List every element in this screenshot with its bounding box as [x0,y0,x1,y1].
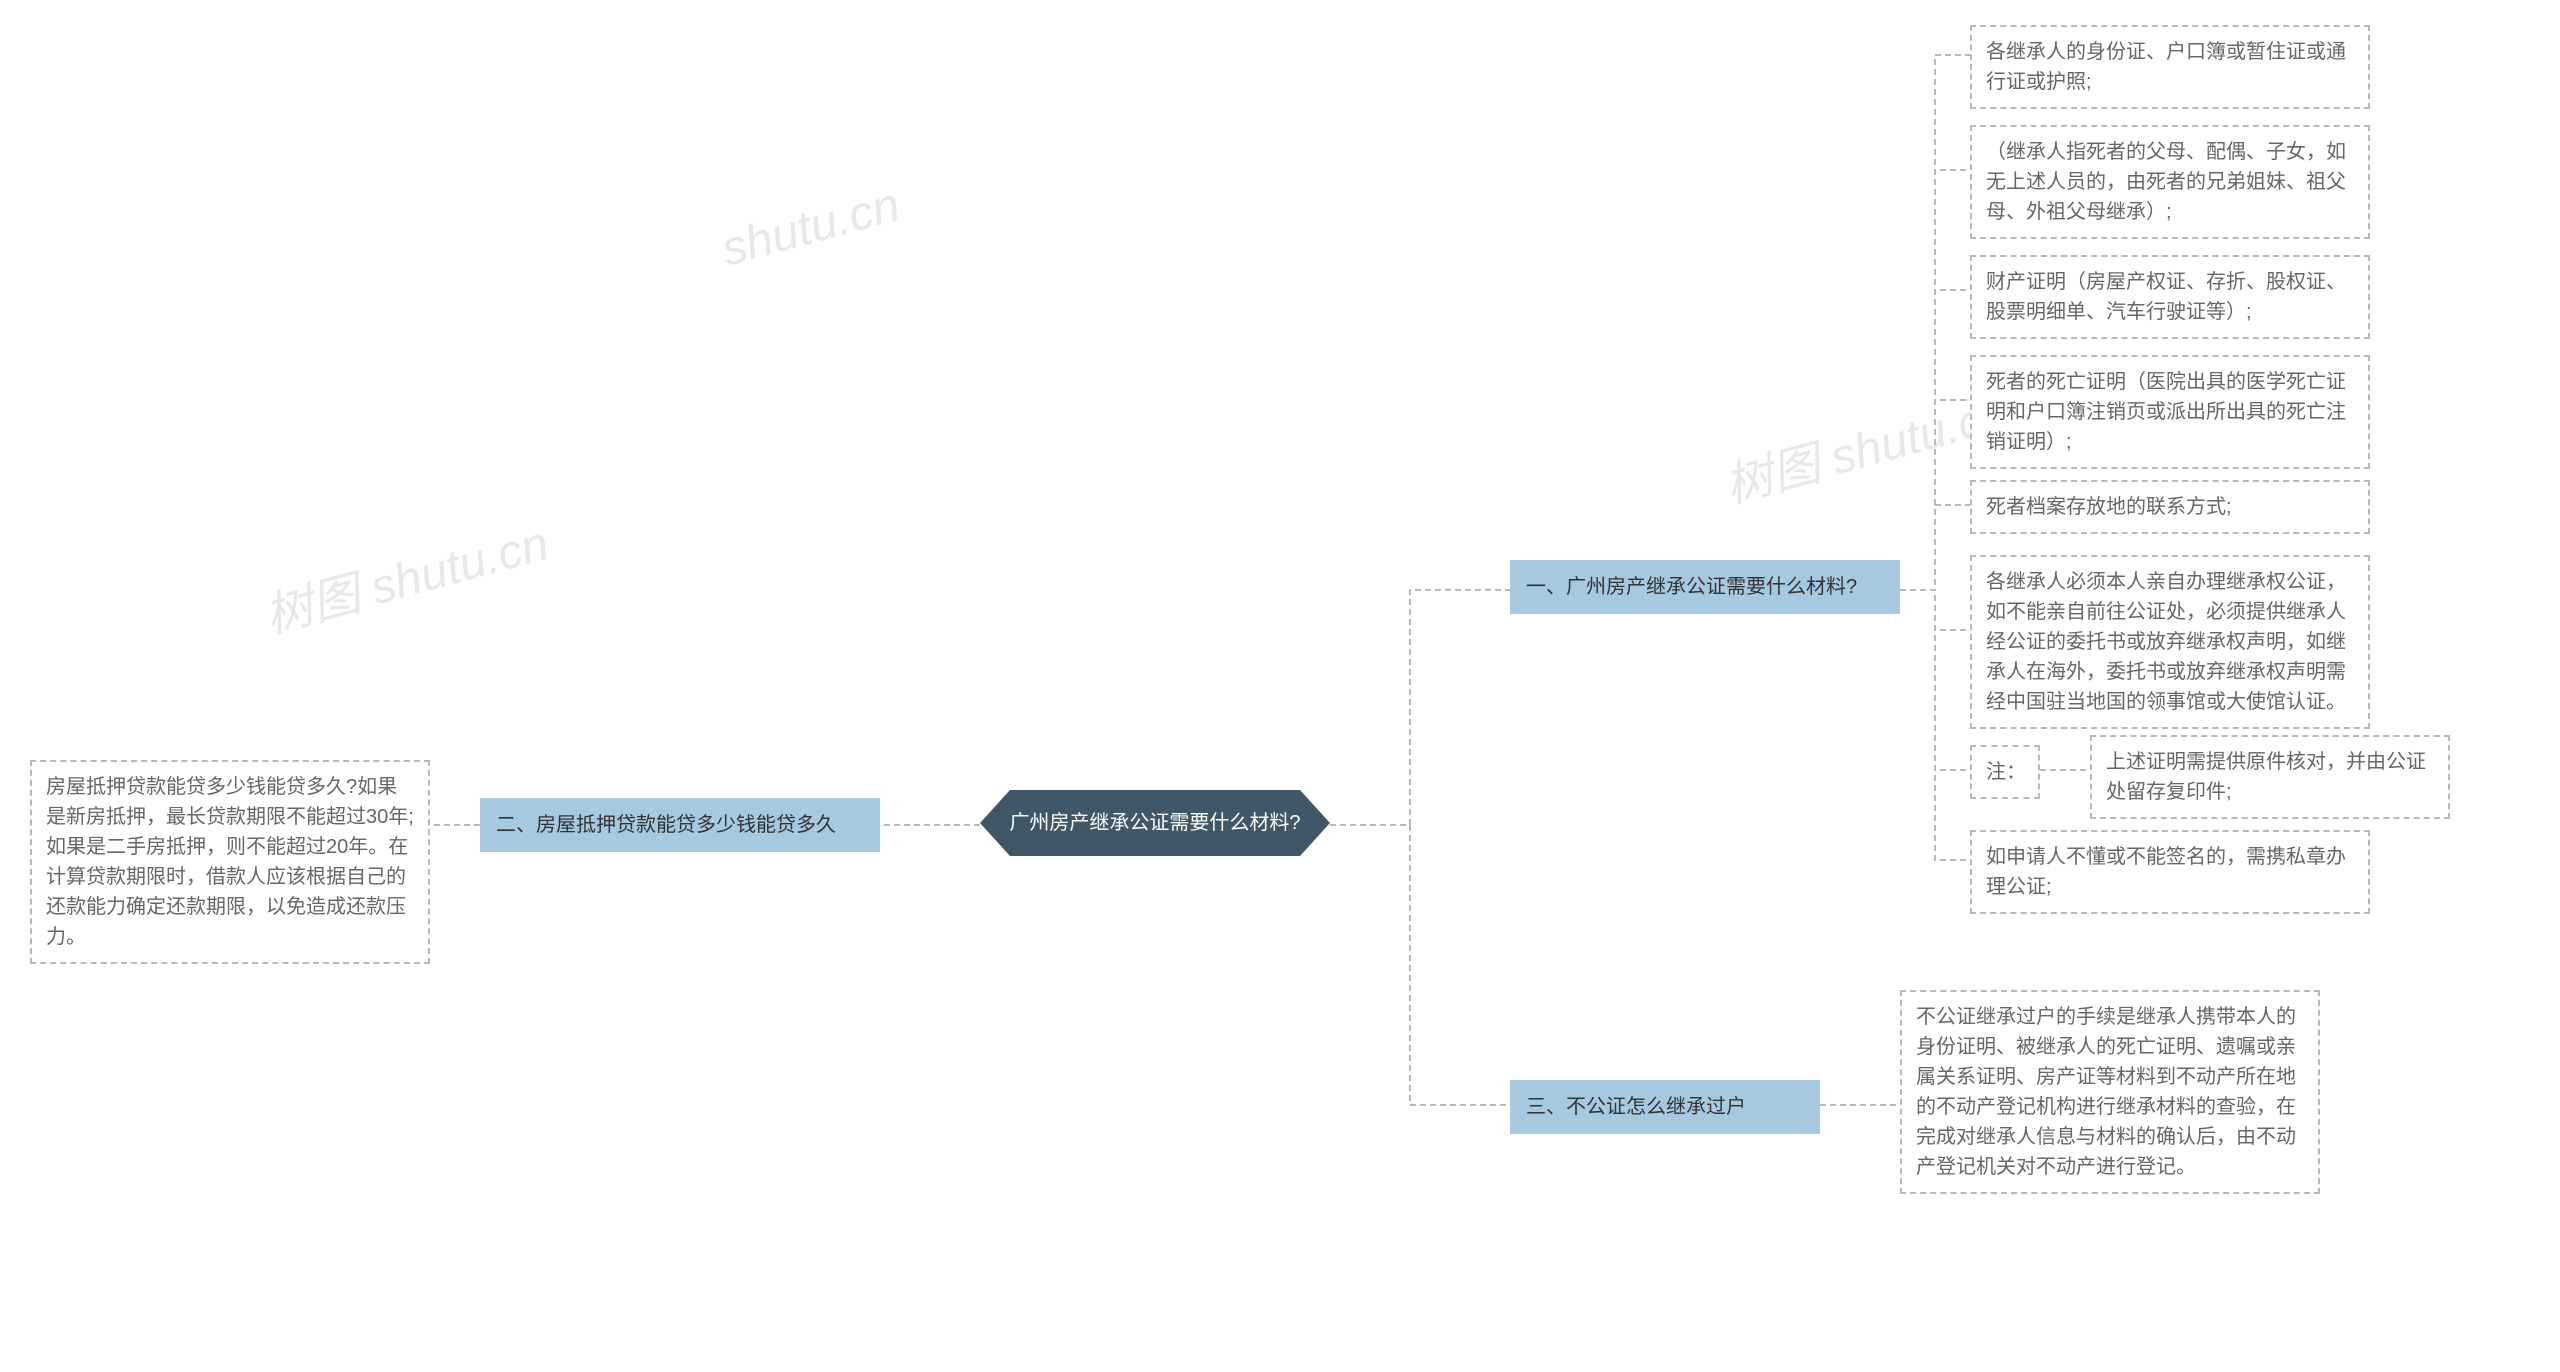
watermark: shutu.cn [716,177,906,277]
leaf-b1-8: 如申请人不懂或不能签名的，需携私章办理公证; [1970,830,2370,914]
leaf-b1-1: 各继承人的身份证、户口簿或暂住证或通行证或护照; [1970,25,2370,109]
root-node[interactable]: 广州房产继承公证需要什么材料? [980,790,1330,856]
branch-node-2[interactable]: 二、房屋抵押贷款能贷多少钱能贷多久 [480,798,880,852]
leaf-b3: 不公证继承过户的手续是继承人携带本人的身份证明、被继承人的死亡证明、遗嘱或亲属关… [1900,990,2320,1194]
leaf-b1-3: 财产证明（房屋产权证、存折、股权证、股票明细单、汽车行驶证等）; [1970,255,2370,339]
leaf-b1-7-child: 上述证明需提供原件核对，并由公证处留存复印件; [2090,735,2450,819]
mindmap-canvas: 树图 shutu.cn shutu.cn 树图 shutu.cn 广州房产继承公… [0,0,2560,1372]
leaf-b1-5: 死者档案存放地的联系方式; [1970,480,2370,534]
branch-node-3[interactable]: 三、不公证怎么继承过户 [1510,1080,1820,1134]
leaf-b2: 房屋抵押贷款能贷多少钱能贷多久?如果是新房抵押，最长贷款期限不能超过30年;如果… [30,760,430,964]
watermark: 树图 shutu.cn [256,504,555,647]
leaf-b1-7: 注： [1970,745,2040,799]
branch-node-1[interactable]: 一、广州房产继承公证需要什么材料? [1510,560,1900,614]
leaf-b1-2: （继承人指死者的父母、配偶、子女，如无上述人员的，由死者的兄弟姐妹、祖父母、外祖… [1970,125,2370,239]
leaf-b1-6: 各继承人必须本人亲自办理继承权公证，如不能亲自前往公证处，必须提供继承人经公证的… [1970,555,2370,729]
leaf-b1-4: 死者的死亡证明（医院出具的医学死亡证明和户口簿注销页或派出所出具的死亡注销证明）… [1970,355,2370,469]
